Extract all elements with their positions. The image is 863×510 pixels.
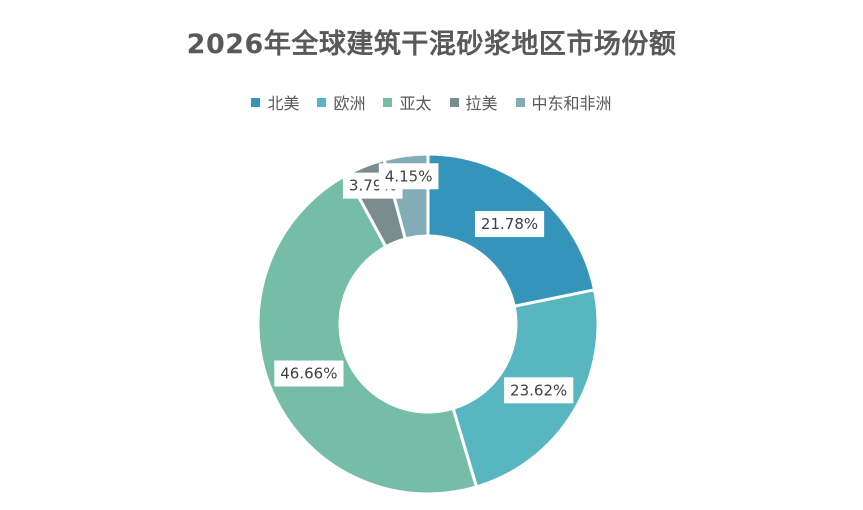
legend-label: 拉美 — [465, 94, 498, 113]
data-label-middle-east-africa: 4.15% — [378, 163, 439, 190]
legend-label: 欧洲 — [333, 94, 366, 113]
data-label-asia-pacific: 46.66% — [274, 360, 344, 387]
legend-item-latin-america: 拉美 — [449, 90, 498, 114]
data-label-text: 46.66% — [280, 365, 337, 383]
legend-label: 亚太 — [399, 94, 432, 113]
slice-asia-pacific — [256, 172, 479, 496]
chart-title: 2026年全球建筑干混砂浆地区市场份额 — [186, 29, 677, 60]
legend-swatch — [251, 97, 261, 107]
data-label-europe: 23.62% — [504, 377, 574, 404]
data-label-background — [504, 377, 574, 404]
data-label-text: 23.62% — [510, 381, 567, 399]
legend-label: 北美 — [267, 94, 300, 113]
legend-swatch — [449, 97, 459, 107]
legend-swatch — [515, 97, 525, 107]
legend-item-north-america: 北美 — [251, 90, 299, 114]
data-label-background — [474, 211, 545, 238]
data-label-north-america: 21.78% — [474, 211, 545, 238]
legend-swatch — [317, 97, 327, 107]
legend-item-asia-pacific: 亚太 — [383, 90, 432, 114]
data-label-text: 21.78% — [481, 215, 538, 233]
chart-legend: 北美 欧洲 亚太 拉美 中东和非洲 — [0, 90, 863, 114]
data-label-background — [378, 163, 439, 190]
legend-item-middle-east-africa: 中东和非洲 — [515, 90, 612, 114]
data-label-background — [274, 360, 344, 387]
legend-item-europe: 欧洲 — [317, 90, 365, 114]
legend-label: 中东和非洲 — [531, 94, 612, 113]
legend-swatch — [383, 97, 393, 107]
data-label-text: 4.15% — [385, 167, 433, 185]
